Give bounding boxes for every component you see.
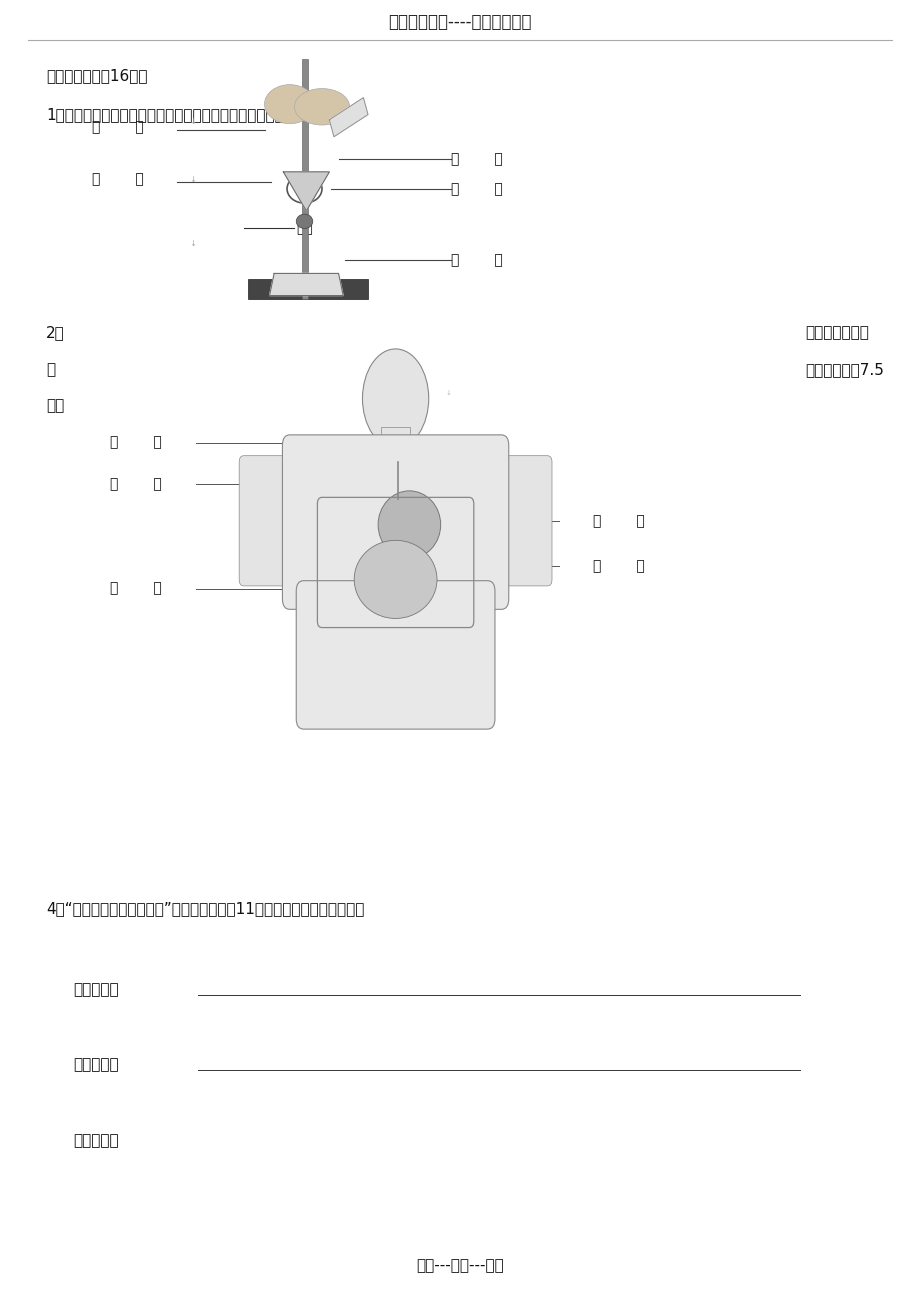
Text: （        ）: （ ） (450, 254, 502, 267)
Text: 消化器官。（7.5: 消化器官。（7.5 (804, 362, 883, 378)
Text: ↓: ↓ (446, 391, 451, 396)
Ellipse shape (378, 491, 440, 559)
Ellipse shape (354, 540, 437, 618)
Bar (248, 279, 368, 299)
Polygon shape (329, 98, 368, 137)
Text: 2、: 2、 (46, 326, 64, 341)
Text: 的: 的 (46, 362, 55, 378)
FancyBboxPatch shape (296, 581, 494, 729)
Text: 看图填写出对应: 看图填写出对应 (804, 326, 868, 341)
Text: （        ）: （ ） (92, 121, 143, 134)
Text: ↓: ↓ (189, 240, 197, 247)
Bar (301, 59, 308, 299)
Text: （        ）: （ ） (450, 182, 502, 195)
Text: 我的问题：: 我的问题： (74, 982, 119, 997)
Text: （        ）: （ ） (110, 582, 162, 595)
FancyBboxPatch shape (239, 456, 299, 586)
Text: 4、“一杯水能溶解多少食盐”的研究计划。（11分）（请给实验步骤排序）: 4、“一杯水能溶解多少食盐”的研究计划。（11分）（请给实验步骤排序） (46, 901, 364, 917)
FancyBboxPatch shape (492, 456, 551, 586)
Text: 专心---专注---专业: 专心---专注---专业 (415, 1258, 504, 1273)
Text: 分）: 分） (46, 398, 64, 414)
Text: 装置: 装置 (296, 221, 312, 234)
Text: （        ）: （ ） (593, 514, 644, 527)
Ellipse shape (362, 349, 428, 448)
Ellipse shape (265, 85, 314, 124)
Polygon shape (283, 172, 329, 211)
Ellipse shape (294, 89, 349, 125)
Text: （        ）: （ ） (110, 478, 162, 491)
Text: （        ）: （ ） (450, 152, 502, 165)
Polygon shape (269, 273, 343, 296)
Bar (380, 427, 410, 460)
Text: 1、在空格内写出下列实验装置名称和他器各部分名称。（7.5分）: 1、在空格内写出下列实验装置名称和他器各部分名称。（7.5分） (46, 107, 325, 122)
Text: ↓: ↓ (189, 117, 197, 125)
Text: 四、我会解决（16分）: 四、我会解决（16分） (46, 68, 147, 83)
FancyBboxPatch shape (282, 435, 508, 609)
Ellipse shape (296, 215, 312, 229)
Text: （        ）: （ ） (92, 173, 143, 186)
Text: 实验材料：: 实验材料： (74, 1057, 119, 1073)
Text: ↓: ↓ (189, 176, 197, 184)
Text: 精选优质文档----倾情为你奠上: 精选优质文档----倾情为你奠上 (388, 13, 531, 31)
Text: （        ）: （ ） (110, 436, 162, 449)
Text: （        ）: （ ） (593, 560, 644, 573)
Text: 实验步骤：: 实验步骤： (74, 1133, 119, 1148)
